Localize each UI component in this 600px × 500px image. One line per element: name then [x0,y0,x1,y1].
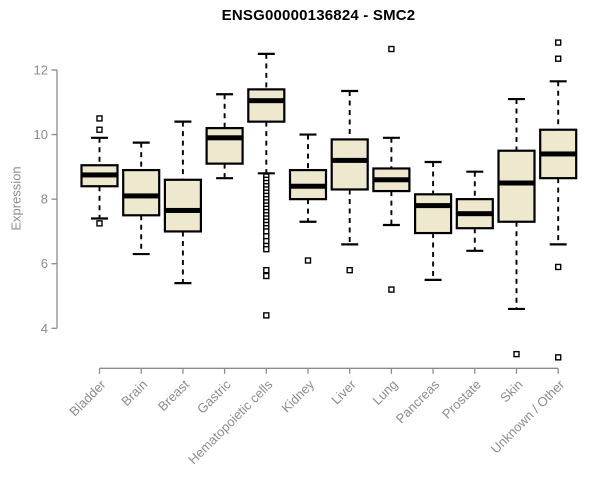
outlier-point [555,263,562,271]
median-line [164,207,201,213]
x-category-label: Brain [118,377,150,409]
outlier-point [555,39,562,46]
outlier-point [263,245,270,253]
median-line [540,151,577,157]
outlier-point [96,115,103,122]
iqr-box [163,178,202,233]
y-tick-label: 6 [41,256,48,271]
chart-title: ENSG00000136824 - SMC2 [221,7,416,24]
boxplot-hematopoietic-cells [247,52,286,319]
boxplot-skin [497,97,536,358]
boxplot-pancreas [414,160,453,281]
iqr-box [497,149,536,223]
x-category-label: Skin [497,377,525,405]
outlier-point [304,257,312,264]
boxplot-lung [372,45,411,293]
median-line [373,177,410,183]
outlier-point [263,312,270,319]
boxplot-gastric [205,93,244,180]
outlier-point [96,126,103,133]
median-line [456,211,493,217]
outlier-point [388,45,395,53]
boxplot-bladder [80,115,119,227]
x-category-label: Breast [155,377,192,414]
outlier-point [263,272,270,280]
x-category-label: Prostate [439,377,484,422]
median-line [206,135,243,141]
boxplot-breast [163,120,202,285]
iqr-box [205,127,244,165]
x-category-label: Unknown / Other [488,376,568,456]
median-line [331,157,368,163]
iqr-box [122,168,161,217]
y-tick-label: 10 [34,127,48,142]
outlier-point [513,350,520,358]
boxplot-brain [122,141,161,256]
boxplot-kidney [288,133,328,264]
outlier-point [346,266,353,274]
y-axis-label: Expression [8,166,24,231]
y-tick-label: 8 [41,192,48,207]
boxplot-liver [330,89,369,274]
x-category-label: Bladder [66,376,109,419]
outlier-point [555,55,562,62]
median-line [123,193,160,199]
x-category-label: Liver [328,376,359,407]
median-line [81,172,118,178]
boxplot-prostate [455,170,494,252]
outlier-point [388,286,395,293]
iqr-box [247,88,286,123]
x-category-label: Pancreas [393,376,443,426]
x-category-label: Lung [369,377,400,408]
outlier-point [96,220,103,227]
x-category-label: Kidney [278,376,317,415]
boxplot-unknown-other [539,39,578,361]
median-line [290,183,326,189]
y-tick-label: 4 [41,321,48,336]
iqr-box [330,138,369,191]
outlier-point [263,266,270,274]
y-tick-label: 12 [34,63,48,78]
median-line [248,98,285,104]
x-category-label: Gastric [194,376,234,416]
median-line [415,203,452,209]
median-line [498,180,535,186]
outlier-point [555,354,562,361]
iqr-box [414,193,453,235]
